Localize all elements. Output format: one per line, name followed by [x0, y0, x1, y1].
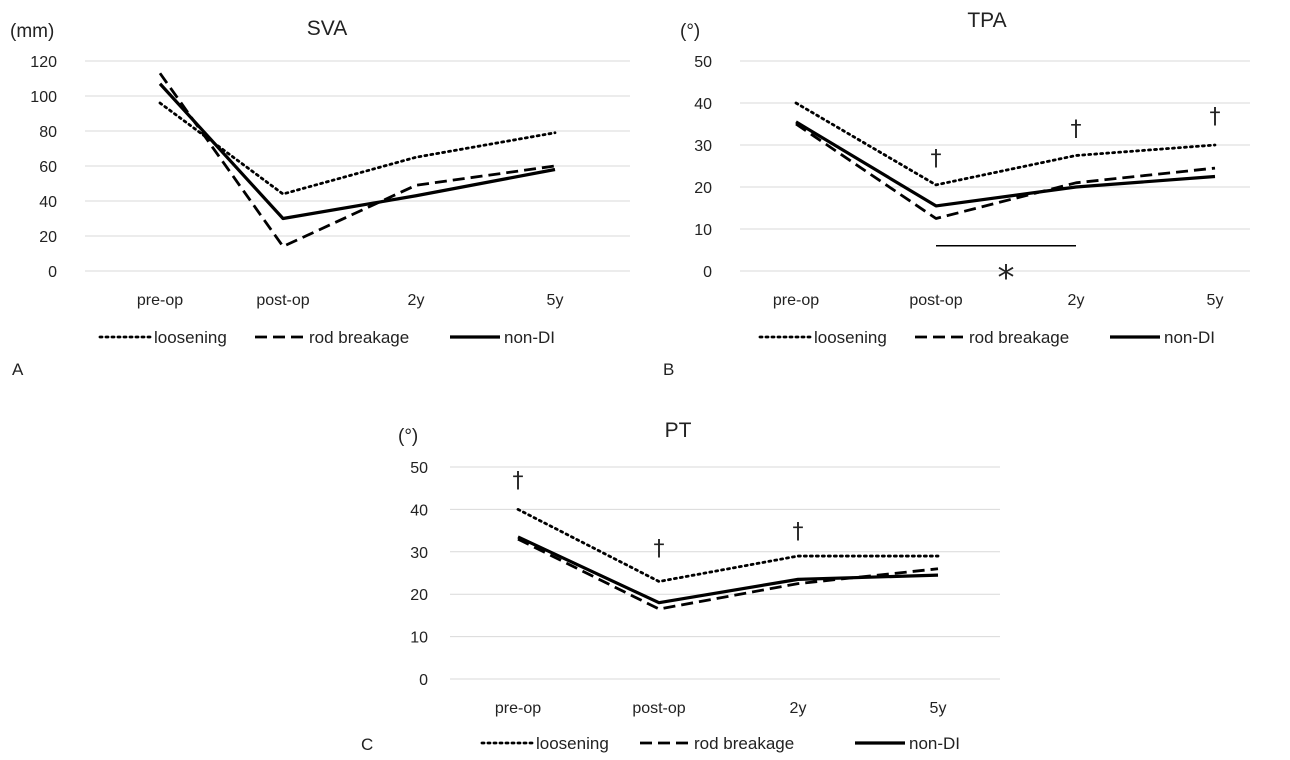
legend: loosening rod breakage non-DI [98, 328, 555, 347]
y-tick-label: 10 [410, 630, 428, 647]
y-tick-label: 40 [694, 96, 712, 113]
panel-c: 0 10 20 30 40 50 PT (°) pre-op post-op 2y 5y † † † loos… [361, 419, 1000, 754]
legend-label-rod-breakage: rod breakage [309, 328, 409, 347]
series-line-non-di [158, 82, 556, 221]
y-unit-label: (mm) [10, 21, 54, 42]
series-line-non-di [795, 120, 1216, 208]
panel-label: A [12, 360, 24, 379]
series-line-loosening [158, 101, 557, 196]
x-tick-label: 5y [547, 292, 564, 309]
y-tick-label: 30 [410, 545, 428, 562]
chart-title: SVA [307, 17, 347, 40]
y-tick-label: 30 [694, 138, 712, 155]
legend-label-loosening: loosening [536, 734, 609, 753]
y-tick-label: 50 [694, 54, 712, 71]
dagger-annotation: † [1071, 117, 1082, 142]
x-tick-label: 2y [790, 700, 807, 717]
x-tick-label: post-op [632, 700, 685, 717]
dagger-annotation: † [513, 469, 524, 494]
dagger-annotation: † [793, 520, 804, 545]
x-tick-label: post-op [909, 292, 962, 309]
series-line-rod-breakage [158, 72, 556, 248]
legend-label-rod-breakage: rod breakage [969, 328, 1069, 347]
dagger-annotation: † [654, 537, 665, 562]
legend-label-loosening: loosening [154, 328, 227, 347]
y-tick-label: 60 [39, 159, 57, 176]
x-tick-label: 2y [1068, 292, 1085, 309]
x-tick-label: pre-op [495, 700, 541, 717]
x-tick-label: 2y [408, 292, 425, 309]
x-tick-label: pre-op [137, 292, 183, 309]
y-tick-label: 100 [30, 89, 57, 106]
chart-title: TPA [967, 9, 1006, 32]
x-tick-label: 5y [930, 700, 947, 717]
legend-label-loosening: loosening [814, 328, 887, 347]
y-tick-label: 40 [39, 194, 57, 211]
legend-label-rod-breakage: rod breakage [694, 734, 794, 753]
chart-title: PT [665, 419, 692, 442]
y-tick-label: 10 [694, 222, 712, 239]
y-tick-label: 120 [30, 54, 57, 71]
legend-label-non-di: non-DI [504, 328, 555, 347]
legend-label-non-di: non-DI [1164, 328, 1215, 347]
panel-b: 0 10 20 30 40 50 TPA (°) pre-op post-op 2y 5y † † † * lo… [663, 9, 1250, 379]
y-tick-label: 80 [39, 124, 57, 141]
y-unit-label: (°) [398, 426, 418, 447]
panel-a: 0 20 40 60 80 100 120 SVA (mm) pre-op post-op 2y 5y l… [10, 17, 630, 379]
y-tick-label: 20 [410, 587, 428, 604]
y-tick-label: 20 [694, 180, 712, 197]
y-tick-label: 20 [39, 229, 57, 246]
series-line-loosening [794, 101, 1217, 187]
panel-label: B [663, 360, 674, 379]
series-line-rod-breakage [795, 122, 1216, 220]
x-tick-label: post-op [256, 292, 309, 309]
dagger-annotation: † [931, 147, 942, 172]
x-tick-label: 5y [1207, 292, 1224, 309]
series-line-loosening [516, 507, 940, 583]
legend-label-non-di: non-DI [909, 734, 960, 753]
y-tick-label: 0 [48, 264, 57, 281]
series-line-non-di [517, 535, 939, 605]
y-unit-label: (°) [680, 21, 700, 42]
dagger-annotation: † [1210, 105, 1221, 130]
legend: loosening rod breakage non-DI [480, 734, 960, 753]
y-tick-label: 0 [419, 672, 428, 689]
series-line-rod-breakage [517, 537, 939, 611]
panel-label: C [361, 735, 373, 754]
y-tick-label: 40 [410, 502, 428, 519]
significance-asterisk: * [998, 258, 1015, 298]
y-tick-label: 0 [703, 264, 712, 281]
y-tick-label: 50 [410, 460, 428, 477]
legend: loosening rod breakage non-DI [758, 328, 1215, 347]
x-tick-label: pre-op [773, 292, 819, 309]
